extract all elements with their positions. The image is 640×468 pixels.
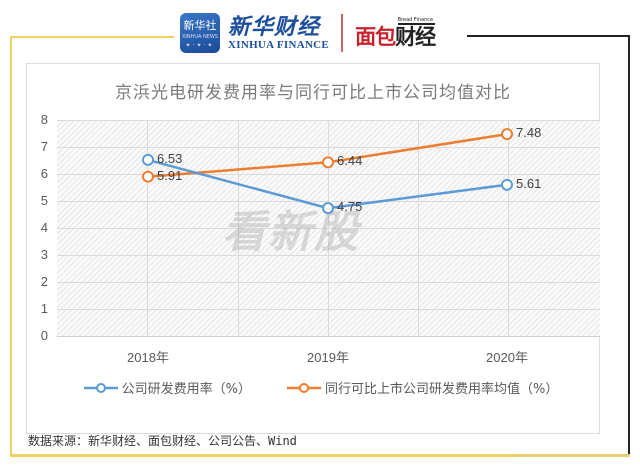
- bread-finance-logo: Bread Finance 面包财经: [355, 17, 436, 49]
- series-line-peers: [147, 132, 508, 178]
- y-tick-label: 4: [40, 220, 48, 235]
- xinhua-finance-cn: 新华财经: [228, 14, 321, 40]
- plot-area: [57, 120, 600, 337]
- data-label: 6.53: [157, 150, 183, 166]
- legend-label: 公司研发费用率（%）: [121, 382, 251, 397]
- gridline: [238, 120, 239, 337]
- gridline: [328, 120, 329, 337]
- frame-border-top-left: [10, 36, 174, 38]
- stars-icon: ✦·✦·✦: [185, 42, 215, 49]
- y-tick-label: 3: [40, 247, 48, 262]
- y-tick-label: 1: [40, 301, 48, 316]
- data-label: 6.44: [337, 153, 363, 169]
- bread-finance-cn-dark: 财经: [395, 25, 436, 49]
- data-point-marker[interactable]: [501, 178, 513, 191]
- x-tick-label: 2018年: [127, 350, 169, 365]
- y-tick-label: 8: [40, 112, 48, 127]
- data-point-marker[interactable]: [322, 156, 334, 169]
- y-tick-label: 2: [40, 274, 48, 289]
- chart-title: 京浜光电研发费用率与同行可比上市公司均值对比: [115, 83, 511, 103]
- legend-item-company[interactable]: 公司研发费用率（%）: [82, 378, 251, 397]
- legend-item-peers[interactable]: 同行可比上市公司研发费用率均值（%）: [285, 378, 558, 397]
- bread-finance-cn-red: 面包: [355, 25, 396, 49]
- legend-label: 同行可比上市公司研发费用率均值（%）: [325, 382, 559, 397]
- frame-border-bottom: [10, 454, 514, 457]
- x-axis-line: [57, 336, 600, 337]
- y-tick-label: 7: [40, 139, 48, 154]
- data-source-note: 数据来源：新华财经、面包财经、公司公告、Wind: [28, 434, 297, 448]
- gridline: [418, 120, 419, 337]
- brand-header: 新华社 XINHUA NEWS ✦·✦·✦ 新华财经 XINHUA FINANC…: [180, 8, 436, 58]
- frame-border-top-right: [467, 35, 630, 37]
- data-label: 5.61: [516, 175, 542, 191]
- xinhua-badge-subtext: XINHUA NEWS: [181, 34, 219, 40]
- x-tick-label: 2019年: [307, 350, 349, 365]
- data-point-marker[interactable]: [501, 128, 513, 141]
- y-tick-label: 5: [40, 193, 48, 208]
- gridline: [508, 120, 509, 337]
- data-label: 7.48: [516, 125, 542, 141]
- y-tick-label: 6: [40, 166, 48, 181]
- xinhua-logo-icon: 新华社 XINHUA NEWS ✦·✦·✦: [180, 13, 220, 53]
- frame-border-left: [10, 36, 12, 456]
- y-tick-label: 0: [40, 328, 48, 343]
- xinhua-finance-wordmark: 新华财经 XINHUA FINANCE: [228, 15, 329, 51]
- bread-finance-en: Bread Finance: [397, 17, 436, 25]
- data-label: 5.91: [157, 167, 183, 183]
- data-point-marker[interactable]: [322, 202, 334, 215]
- line-marker-icon: [83, 382, 118, 393]
- data-point-marker[interactable]: [142, 170, 154, 183]
- frame-border-right: [628, 35, 630, 457]
- data-label: 4.75: [337, 199, 363, 215]
- logo-divider: [341, 14, 344, 52]
- gridline: [147, 120, 148, 337]
- x-tick-label: 2020年: [486, 350, 528, 365]
- watermark: 看新股: [222, 207, 360, 258]
- bread-finance-cn: 面包财经: [355, 25, 436, 49]
- xinhua-badge-text: 新华社: [183, 19, 217, 32]
- frame-border-bottom-right: [514, 454, 630, 457]
- xinhua-finance-en: XINHUA FINANCE: [228, 39, 330, 51]
- chart-legend: 公司研发费用率（%） 同行可比上市公司研发费用率均值（%）: [0, 378, 640, 397]
- data-point-marker[interactable]: [142, 153, 154, 166]
- line-marker-icon: [287, 382, 321, 393]
